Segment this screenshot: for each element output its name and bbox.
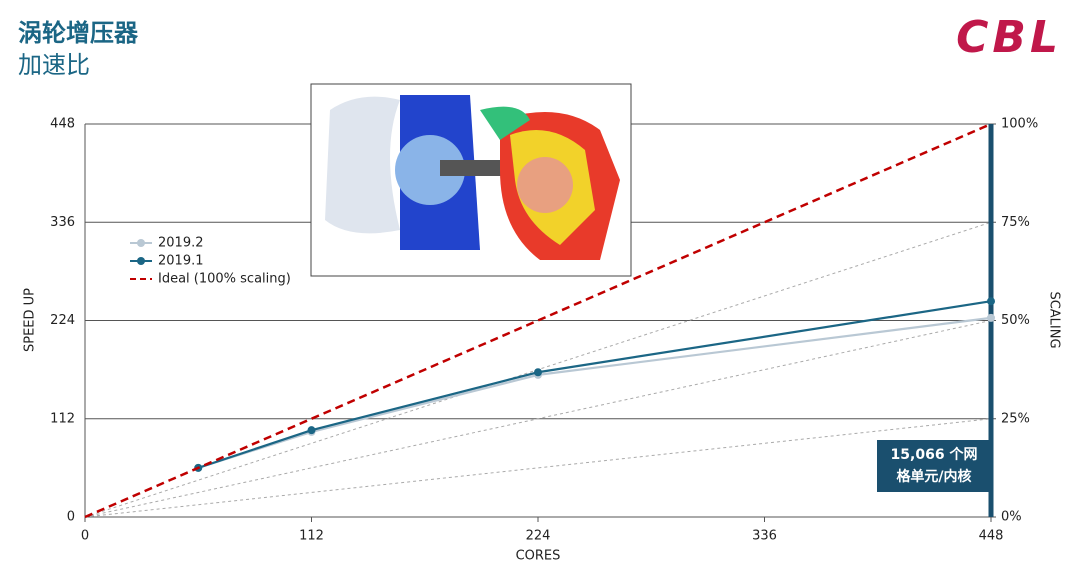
x-tick-label: 336 bbox=[752, 529, 777, 544]
y2-tick-label: 50% bbox=[1001, 313, 1030, 328]
x-tick-label: 224 bbox=[526, 529, 551, 544]
logo: CBL bbox=[956, 12, 1062, 63]
y-axis-label: SPEED UP bbox=[23, 288, 38, 352]
chart-title: 涡轮增压器 bbox=[18, 19, 139, 47]
x-tick-label: 448 bbox=[979, 529, 1004, 544]
legend-label: 2019.1 bbox=[158, 254, 204, 269]
scaling-reference bbox=[84, 418, 992, 518]
plot: 0 112 224 336 448 0 112 224 336 448 0% 25% 50% 75% 100… bbox=[50, 117, 1038, 544]
turbo-image bbox=[310, 83, 632, 277]
y2-tick-label: 25% bbox=[1001, 411, 1030, 426]
point bbox=[307, 426, 316, 435]
point bbox=[534, 368, 542, 377]
legend-marker bbox=[137, 257, 145, 265]
y-tick-label: 224 bbox=[50, 313, 75, 328]
series-line bbox=[197, 316, 992, 469]
y2-tick-label: 100% bbox=[1001, 117, 1038, 132]
y-tick-label: 448 bbox=[50, 117, 75, 132]
legend-label: 2019.2 bbox=[158, 236, 204, 251]
y2-tick-label: 75% bbox=[1001, 215, 1030, 230]
y-tick-label: 112 bbox=[50, 411, 75, 426]
annotation-text: 15,066 个网 bbox=[891, 446, 978, 463]
scaling-reference bbox=[84, 320, 992, 518]
legend-label: Ideal (100% scaling) bbox=[158, 272, 291, 287]
chart-subtitle: 加速比 bbox=[18, 51, 90, 79]
y2-tick-label: 0% bbox=[1001, 510, 1022, 525]
annotation-box bbox=[877, 440, 991, 492]
y2-axis-label: SCALING bbox=[1047, 291, 1062, 348]
y-tick-label: 336 bbox=[50, 215, 75, 230]
series-line bbox=[197, 300, 992, 469]
legend-marker bbox=[137, 239, 145, 247]
x-tick-label: 0 bbox=[81, 529, 89, 544]
x-axis-label: CORES bbox=[516, 549, 561, 564]
point bbox=[987, 297, 995, 306]
point bbox=[987, 313, 995, 322]
y-tick-label: 0 bbox=[67, 510, 75, 525]
series-line bbox=[84, 122, 992, 519]
annotation-text: 格单元/内核 bbox=[896, 468, 971, 485]
x-tick-label: 112 bbox=[299, 529, 324, 544]
